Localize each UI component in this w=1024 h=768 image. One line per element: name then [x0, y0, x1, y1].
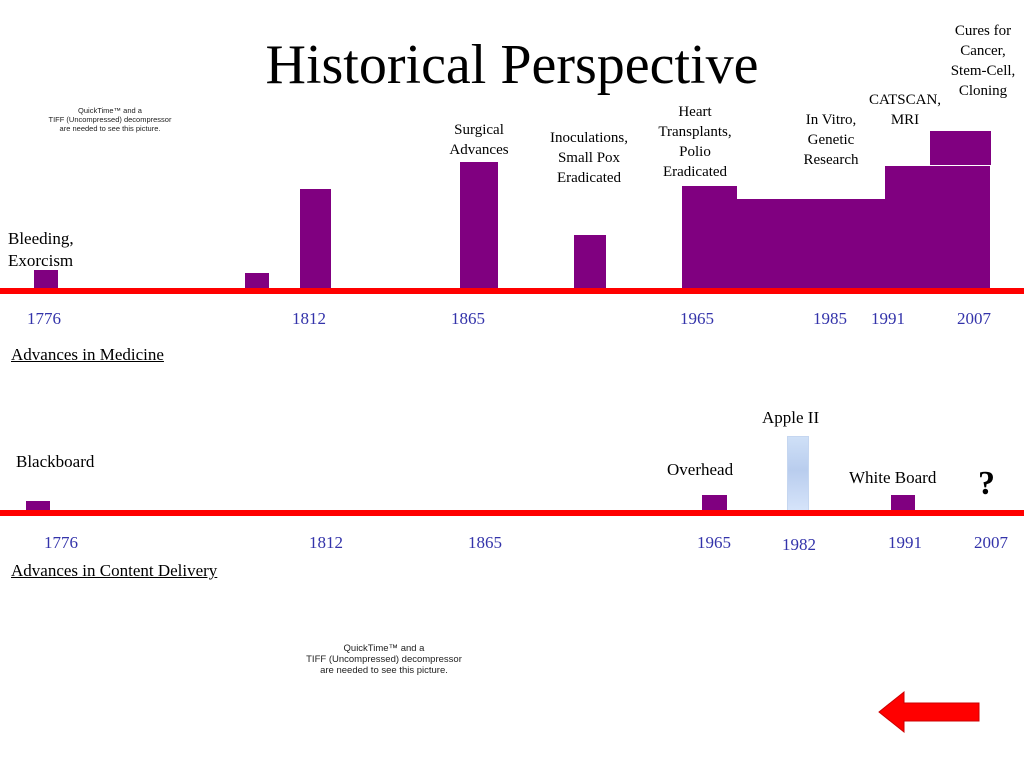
back-arrow-button[interactable] — [877, 690, 981, 734]
quicktime-line-1: QuickTime™ and a — [343, 643, 425, 654]
label-in-vitro: In Vitro, Genetic Research — [786, 110, 876, 170]
medicine-year-2007: 2007 — [957, 309, 991, 328]
label-heart-line-1: Heart — [678, 104, 712, 120]
quicktime-line-2: TIFF (Uncompressed) decompressor — [306, 654, 462, 665]
bar-catscan-extended — [935, 166, 990, 290]
bar-catscan — [885, 166, 935, 290]
quicktime-line-3: are needed to see this picture. — [320, 665, 448, 676]
medicine-year-1965: 1965 — [680, 309, 714, 328]
label-heart-transplants: Heart Transplants, Polio Eradicated — [645, 102, 745, 182]
label-invitro-line-3: Research — [803, 152, 859, 168]
quicktime-placeholder-bottom: QuickTime™ and a TIFF (Uncompressed) dec… — [284, 643, 484, 676]
quicktime-line-1: QuickTime™ and a — [78, 106, 142, 115]
label-surgical-line-1: Surgical — [454, 122, 504, 138]
delivery-year-1776: 1776 — [44, 533, 78, 552]
bar-small-1812-pre — [245, 273, 269, 290]
bar-apple-ii — [787, 436, 809, 512]
bar-cures — [930, 131, 991, 165]
slide-title: Historical Perspective — [265, 34, 759, 96]
label-cures-line-2: Cancer, — [960, 43, 1006, 59]
label-bleeding-line-2: Exorcism — [8, 251, 74, 270]
medicine-axis-line — [0, 288, 1024, 294]
delivery-axis-line — [0, 510, 1024, 516]
label-inoc-line-2: Small Pox — [557, 150, 621, 166]
label-heart-line-2: Transplants, — [658, 124, 732, 140]
label-cures-line-3: Stem-Cell, — [950, 63, 1016, 79]
quicktime-line-2: TIFF (Uncompressed) decompressor — [48, 115, 172, 124]
medicine-year-1985: 1985 — [813, 309, 847, 328]
label-white-board: White Board — [849, 468, 937, 487]
quicktime-line-3: are needed to see this picture. — [59, 124, 161, 133]
bar-inoculations — [574, 235, 606, 290]
label-invitro-line-1: In Vitro, — [805, 112, 857, 128]
label-heart-line-4: Eradicated — [662, 164, 728, 180]
medicine-year-1776: 1776 — [27, 309, 61, 328]
delivery-year-2007: 2007 — [974, 533, 1008, 552]
delivery-year-1982: 1982 — [782, 535, 816, 554]
left-arrow-icon — [878, 690, 980, 734]
bar-surgical-advances — [460, 162, 498, 290]
label-catscan-line-2: MRI — [890, 112, 920, 128]
label-surgical-advances: Surgical Advances — [438, 120, 520, 160]
label-overhead: Overhead — [667, 460, 734, 479]
label-catscan-line-1: CATSCAN, — [868, 92, 942, 108]
label-inoc-line-3: Eradicated — [556, 170, 622, 186]
bar-overhead — [702, 495, 727, 513]
medicine-year-1991: 1991 — [871, 309, 905, 328]
delivery-year-1812: 1812 — [309, 533, 343, 552]
label-unknown-future: ? — [978, 465, 995, 502]
delivery-year-1991: 1991 — [888, 533, 922, 552]
delivery-section-label: Advances in Content Delivery — [11, 561, 218, 580]
bar-heart-transplants — [682, 186, 737, 290]
medicine-year-1812: 1812 — [292, 309, 326, 328]
label-cures-line-1: Cures for — [954, 23, 1012, 39]
label-surgical-line-2: Advances — [449, 142, 509, 158]
label-bleeding-exorcism: Bleeding, Exorcism — [8, 228, 74, 272]
label-blackboard: Blackboard — [16, 452, 95, 471]
label-invitro-line-2: Genetic — [807, 132, 855, 148]
bar-bleeding — [34, 270, 58, 290]
delivery-year-1865: 1865 — [468, 533, 502, 552]
label-cures: Cures for Cancer, Stem-Cell, Cloning — [938, 21, 1024, 101]
bar-white-board — [891, 495, 915, 513]
label-apple-ii: Apple II — [762, 408, 820, 427]
label-cures-line-4: Cloning — [958, 83, 1008, 99]
label-bleeding-line-1: Bleeding, — [8, 229, 74, 248]
label-catscan-mri: CATSCAN, MRI — [858, 90, 952, 130]
label-heart-line-3: Polio — [679, 144, 711, 160]
bar-in-vitro — [737, 199, 885, 290]
label-inoc-line-1: Inoculations, — [550, 130, 628, 146]
delivery-year-1965: 1965 — [697, 533, 731, 552]
quicktime-placeholder-top: QuickTime™ and a TIFF (Uncompressed) dec… — [40, 106, 180, 133]
medicine-year-1865: 1865 — [451, 309, 485, 328]
bar-1812 — [300, 189, 331, 290]
medicine-section-label: Advances in Medicine — [11, 345, 164, 364]
label-inoculations: Inoculations, Small Pox Eradicated — [538, 128, 640, 188]
